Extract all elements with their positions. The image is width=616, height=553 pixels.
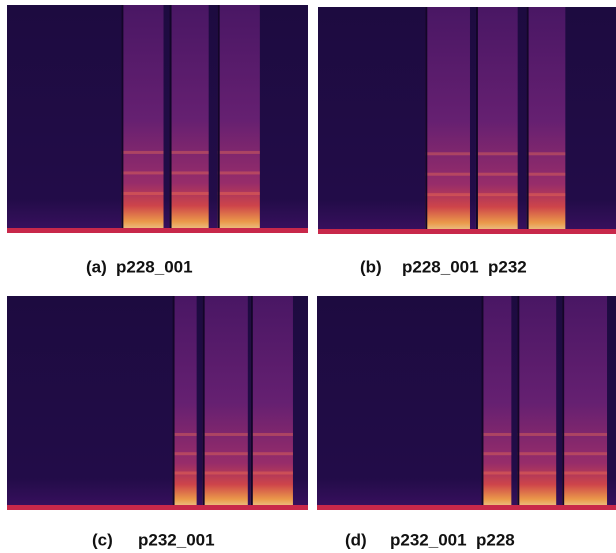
harmonic-band [250,452,293,456]
harmonic-band [121,150,164,154]
harmonic-band [517,432,557,436]
harmonic-band [562,432,608,436]
harmonic-band [562,452,608,456]
harmonic-band [526,152,566,156]
speech-segment [202,296,248,510]
harmonic-band [202,471,248,475]
harmonic-band [526,193,566,197]
harmonic-band [121,191,164,195]
caption-label: (c) [92,530,113,549]
harmonic-band [475,152,518,156]
caption: p228_001 p232 [402,257,527,276]
speech-segment [169,5,209,233]
speech-segment [481,296,512,510]
caption-label: (d) [345,530,367,549]
harmonic-band [169,150,209,154]
speech-segment [562,296,608,510]
harmonic-band [250,471,293,475]
harmonic-band [202,432,248,436]
harmonic-band [217,150,260,154]
speech-segment [425,7,470,234]
harmonic-band [562,471,608,475]
harmonic-band [169,191,209,195]
speech-segment [121,5,164,233]
caption: p232_001 [138,530,215,549]
speech-segment [526,7,566,234]
low-band [7,505,308,510]
harmonic-band [172,471,197,475]
harmonic-band [217,191,260,195]
harmonic-band [481,471,512,475]
low-band [317,505,616,510]
speech-segment [217,5,260,233]
harmonic-band [202,452,248,456]
caption-label: (a) [86,257,107,276]
harmonic-band [169,171,209,175]
low-band [318,229,616,234]
harmonic-band [425,172,470,176]
speech-segment [172,296,197,510]
harmonic-band [526,172,566,176]
harmonic-band [481,432,512,436]
speech-segment [475,7,518,234]
harmonic-band [121,171,164,175]
harmonic-band [172,432,197,436]
caption-label: (b) [360,257,382,276]
harmonic-band [475,172,518,176]
low-band [7,228,308,233]
speech-segment [517,296,557,510]
caption: p232_001 p228 [390,530,515,549]
harmonic-band [475,193,518,197]
harmonic-band [425,193,470,197]
harmonic-band [481,452,512,456]
harmonic-band [172,452,197,456]
caption: p228_001 [116,257,193,276]
harmonic-band [217,171,260,175]
speech-segment [250,296,293,510]
harmonic-band [425,152,470,156]
harmonic-band [517,471,557,475]
harmonic-band [250,432,293,436]
harmonic-band [517,452,557,456]
